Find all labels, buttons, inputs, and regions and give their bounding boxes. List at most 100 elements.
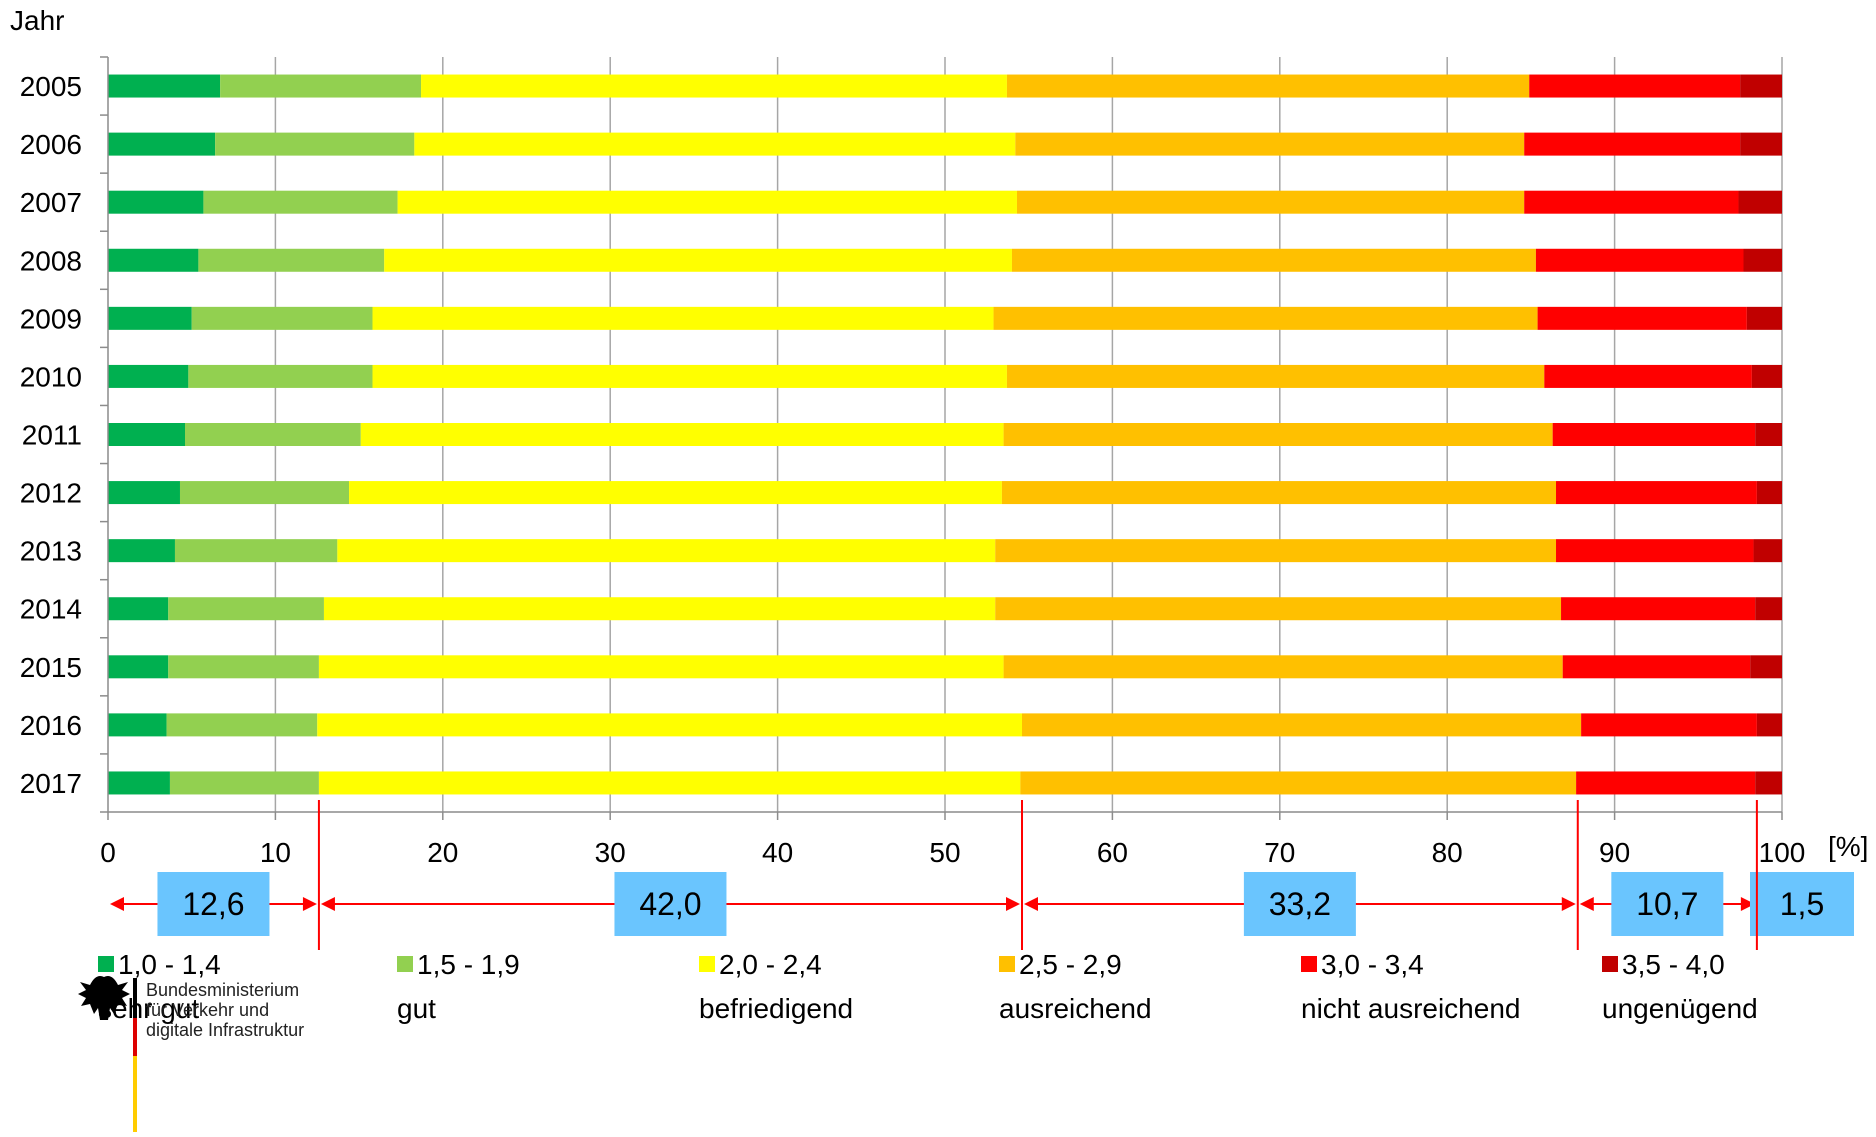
bar-2015-seg-4 — [1004, 655, 1563, 678]
legend-label-1: 1,0 - 1,4 — [118, 949, 221, 980]
bar-2017-seg-6 — [1755, 771, 1782, 794]
bar-2008-seg-4 — [1012, 249, 1536, 272]
x-tick-label-70: 70 — [1264, 837, 1295, 868]
summary-arrowhead-left-1 — [110, 897, 124, 911]
bar-2017-seg-3 — [319, 771, 1020, 794]
x-tick-label-90: 90 — [1599, 837, 1630, 868]
bar-2008-seg-2 — [198, 249, 384, 272]
summary-value-3: 33,2 — [1269, 886, 1331, 922]
summary-arrowhead-left-4 — [1580, 897, 1594, 911]
x-axis-unit: [%] — [1828, 831, 1868, 862]
bar-2016-seg-3 — [317, 713, 1022, 736]
summary-arrowhead-right-1 — [303, 897, 317, 911]
y-axis-title: Jahr — [10, 5, 64, 36]
x-tick-label-80: 80 — [1432, 837, 1463, 868]
summary-arrowhead-left-3 — [1024, 897, 1038, 911]
y-tick-labels: 2005 2006 2007 2008 2009 2010 2011 2012 2013 2014… — [20, 71, 82, 799]
summary-value-5: 1,5 — [1780, 886, 1824, 922]
y-tick-label-2015: 2015 — [20, 652, 82, 683]
flag-red — [133, 1018, 137, 1056]
bar-2016-seg-1 — [108, 713, 167, 736]
bar-2014-seg-5 — [1561, 597, 1755, 620]
bar-2012-seg-6 — [1757, 481, 1782, 504]
bar-2010-seg-1 — [108, 365, 188, 388]
bar-2017-seg-1 — [108, 771, 170, 794]
bar-2016-seg-6 — [1757, 713, 1782, 736]
summary-arrowhead-right-2 — [1006, 897, 1020, 911]
bar-2006-seg-3 — [414, 133, 1015, 156]
bar-2008-seg-6 — [1743, 249, 1782, 272]
legend-swatch-5 — [1301, 956, 1317, 972]
summary-value-4: 10,7 — [1636, 886, 1698, 922]
bar-2014-seg-3 — [324, 597, 995, 620]
legend-grade-2: gut — [397, 993, 436, 1024]
bar-2011-seg-4 — [1004, 423, 1553, 446]
bar-2007-seg-5 — [1524, 191, 1738, 214]
bar-2008-seg-1 — [108, 249, 198, 272]
legend-grade-3: befriedigend — [699, 993, 853, 1024]
legend-swatch-2 — [397, 956, 413, 972]
bar-2013-seg-2 — [175, 539, 337, 562]
logo-line-2: für Verkehr und — [146, 1000, 269, 1020]
bar-2009-seg-1 — [108, 307, 192, 330]
bar-2017-seg-4 — [1020, 771, 1576, 794]
bar-2014-seg-4 — [995, 597, 1561, 620]
bar-2005-seg-3 — [421, 75, 1007, 98]
logo-line-1: Bundesministerium — [146, 980, 299, 1000]
y-tick-label-2005: 2005 — [20, 71, 82, 102]
x-tick-labels: 0 10 20 30 40 50 60 70 80 90 100 — [100, 837, 1805, 868]
legend-grade-5: nicht ausreichend — [1301, 993, 1520, 1024]
y-tick-label-2006: 2006 — [20, 129, 82, 160]
y-tick-label-2007: 2007 — [20, 187, 82, 218]
y-tick-label-2012: 2012 — [20, 478, 82, 509]
flag-gold — [133, 1056, 137, 1132]
bar-2015-seg-2 — [168, 655, 319, 678]
y-tick-label-2010: 2010 — [20, 361, 82, 392]
bar-2016-seg-4 — [1022, 713, 1581, 736]
bar-2007-seg-6 — [1738, 191, 1782, 214]
x-tick-label-100: 100 — [1759, 837, 1806, 868]
y-tick-label-2008: 2008 — [20, 245, 82, 276]
bar-2012-seg-4 — [1002, 481, 1556, 504]
bar-2010-seg-3 — [372, 365, 1006, 388]
bar-2005-seg-2 — [220, 75, 421, 98]
y-tick-label-2013: 2013 — [20, 536, 82, 567]
bar-2009-seg-6 — [1747, 307, 1782, 330]
legend-grade-4: ausreichend — [999, 993, 1152, 1024]
bar-2011-seg-1 — [108, 423, 185, 446]
y-tick-label-2011: 2011 — [22, 420, 82, 451]
bar-2006-seg-5 — [1524, 133, 1740, 156]
bar-2014-seg-6 — [1755, 597, 1782, 620]
y-tick-label-2017: 2017 — [20, 768, 82, 799]
bar-2017-seg-2 — [170, 771, 319, 794]
legend-swatch-6 — [1602, 956, 1618, 972]
bar-2012-seg-1 — [108, 481, 180, 504]
bar-2017-seg-5 — [1576, 771, 1755, 794]
bar-2016-seg-5 — [1581, 713, 1757, 736]
bar-2006-seg-2 — [215, 133, 414, 156]
bar-2014-seg-1 — [108, 597, 168, 620]
summary-arrowhead-right-3 — [1562, 897, 1576, 911]
bar-2012-seg-3 — [349, 481, 1002, 504]
bar-2006-seg-4 — [1015, 133, 1524, 156]
bar-2009-seg-3 — [372, 307, 993, 330]
bar-2006-seg-1 — [108, 133, 215, 156]
bar-2012-seg-2 — [180, 481, 349, 504]
bar-2005-seg-4 — [1007, 75, 1529, 98]
x-tick-label-10: 10 — [260, 837, 291, 868]
bar-2014-seg-2 — [168, 597, 324, 620]
bar-2005-seg-1 — [108, 75, 220, 98]
legend-swatch-4 — [999, 956, 1015, 972]
summary-arrowhead-left-2 — [321, 897, 335, 911]
bar-2011-seg-3 — [361, 423, 1004, 446]
bar-2011-seg-5 — [1553, 423, 1756, 446]
bar-2007-seg-2 — [203, 191, 397, 214]
bar-2007-seg-4 — [1017, 191, 1524, 214]
bar-2010-seg-6 — [1752, 365, 1782, 388]
bar-2013-seg-1 — [108, 539, 175, 562]
bar-2013-seg-5 — [1556, 539, 1754, 562]
summary-value-2: 42,0 — [639, 886, 701, 922]
legend-label-3: 2,0 - 2,4 — [719, 949, 822, 980]
